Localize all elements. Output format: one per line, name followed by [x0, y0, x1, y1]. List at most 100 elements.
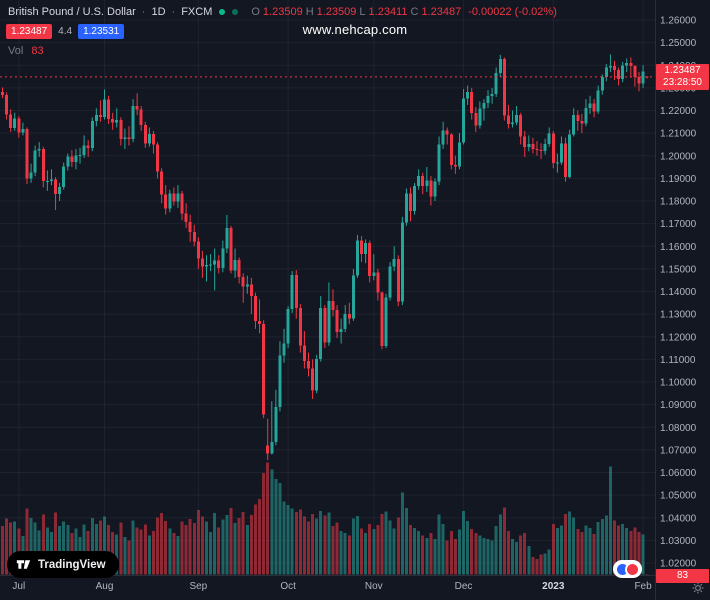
candle-body — [568, 134, 572, 178]
low-value: 1.23411 — [368, 6, 408, 18]
volume-bar — [384, 511, 388, 575]
candle-body — [5, 95, 9, 115]
candle-body — [103, 99, 106, 117]
price-tick-label: 1.17000 — [660, 219, 697, 230]
volume-bar — [584, 525, 588, 575]
symbol-title[interactable]: British Pound / U.S. Dollar — [8, 6, 136, 18]
volume-bar — [445, 540, 449, 575]
volume-bar — [249, 514, 253, 575]
candle-body — [441, 130, 445, 145]
volume-bar — [311, 513, 315, 575]
price-tick-label: 1.10000 — [660, 378, 697, 389]
price-tick-label: 1.06000 — [660, 468, 697, 479]
volume-bar — [490, 540, 494, 575]
ask-price-badge[interactable]: 1.23531 — [78, 24, 125, 39]
volume-bar — [307, 521, 310, 575]
volume-bar — [519, 535, 523, 575]
volume-bar — [629, 530, 633, 575]
candle-body — [351, 275, 355, 319]
candle-body — [486, 96, 490, 103]
volume-bar — [143, 524, 147, 575]
volume-bar — [139, 529, 143, 575]
volume-bar — [372, 529, 376, 575]
price-tick-label: 1.08000 — [660, 423, 697, 434]
candle-body — [466, 92, 470, 99]
candle-body — [41, 148, 45, 182]
volume-bar — [572, 517, 576, 575]
axis-settings-gear-icon[interactable] — [692, 582, 704, 594]
volume-bar — [196, 510, 200, 575]
volume-bar — [364, 533, 368, 575]
candle-body — [637, 76, 641, 84]
volume-bar — [54, 512, 58, 575]
candle-body — [217, 260, 221, 269]
legend-separator: · — [141, 6, 146, 18]
candle-body — [360, 240, 364, 254]
volume-bar — [217, 527, 221, 575]
candle-body — [58, 186, 62, 194]
candle-body — [302, 345, 306, 361]
last-price-value: 1.23487 — [664, 64, 701, 76]
candle-body — [200, 258, 204, 267]
candle-body — [123, 137, 127, 140]
volume-bar — [555, 527, 559, 575]
candle-body — [315, 358, 319, 391]
candle-body — [119, 119, 123, 140]
volume-bar — [168, 528, 172, 575]
volume-bar — [94, 523, 98, 575]
price-tick-label: 1.20000 — [660, 151, 697, 162]
candle-body — [547, 133, 551, 145]
volume-bar — [511, 539, 514, 575]
price-tick-label: 1.04000 — [660, 513, 697, 524]
time-tick-label: Nov — [365, 581, 383, 592]
candle-body — [364, 242, 368, 254]
red-reaction-icon[interactable] — [625, 561, 640, 577]
volume-bar — [421, 535, 425, 575]
volume-bar — [123, 536, 127, 575]
volume-bar — [245, 524, 249, 575]
time-tick-label: Oct — [280, 581, 296, 592]
exchange-label: FXCM — [181, 6, 213, 18]
tradingview-logo[interactable]: TradingView — [7, 551, 119, 578]
bid-price-badge[interactable]: 1.23487 — [6, 24, 53, 39]
volume-bar — [355, 516, 359, 575]
volume-bar — [286, 504, 290, 575]
volume-bar — [551, 523, 555, 575]
volume-bar — [229, 507, 233, 575]
volume-bar — [237, 517, 241, 575]
candle-body — [17, 118, 21, 133]
candle-body — [388, 266, 392, 298]
volume-bar — [331, 526, 335, 575]
candle-body — [274, 407, 278, 443]
time-axis[interactable] — [0, 575, 710, 600]
candle-body — [519, 115, 523, 137]
candle-body — [184, 213, 188, 222]
candle-body — [327, 301, 331, 343]
timeframe-label[interactable]: 1D — [151, 6, 166, 18]
candle-body — [592, 103, 596, 112]
volume-bar — [641, 534, 645, 575]
volume-bar — [131, 520, 135, 575]
reaction-bubbles[interactable] — [613, 560, 642, 578]
volume-bar — [515, 542, 519, 575]
volume-bar — [441, 523, 445, 575]
candle-body — [164, 194, 168, 209]
candle-body — [335, 310, 339, 332]
candle-body — [180, 193, 184, 214]
candle-body — [290, 274, 294, 310]
volume-bar — [103, 516, 106, 575]
open-value: 1.23509 — [262, 6, 303, 18]
volume-bar — [98, 520, 102, 575]
volume-bar — [380, 513, 384, 575]
volume-bar — [617, 525, 621, 575]
volume-bar — [9, 522, 13, 575]
candle-body — [286, 309, 290, 344]
volume-bar — [625, 527, 629, 575]
candle-body — [506, 115, 510, 125]
candle-body — [249, 284, 253, 297]
price-tick-label: 1.05000 — [660, 491, 697, 502]
volume-bar — [13, 521, 17, 575]
low-label: L — [359, 6, 366, 18]
volume-bar — [82, 524, 86, 575]
